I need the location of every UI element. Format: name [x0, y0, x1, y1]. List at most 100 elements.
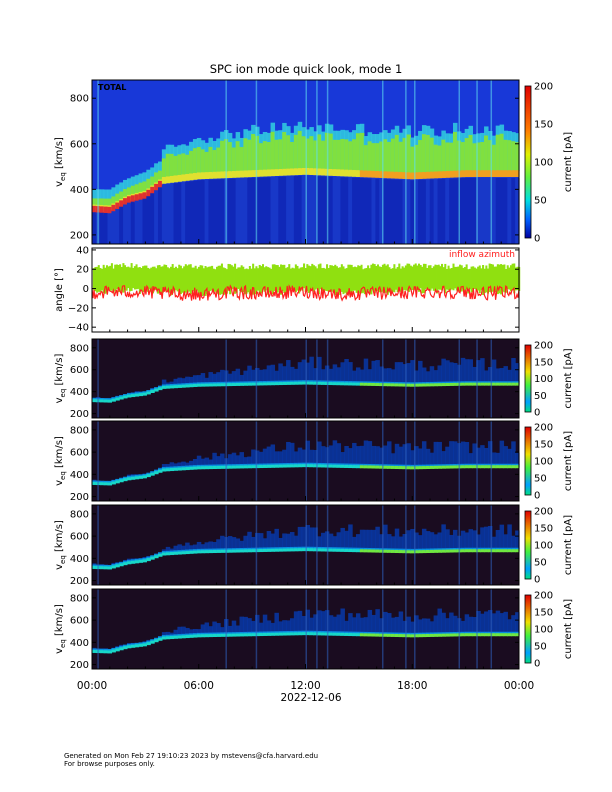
- heatmap-cell-upper: [92, 189, 97, 206]
- heatmap-cell-peak: [161, 468, 167, 472]
- heatmap-cell-peak: [305, 548, 310, 552]
- heatmap-streak: [255, 80, 258, 244]
- y-tick-label: −40: [68, 323, 89, 334]
- heatmap-cell-mid: [445, 142, 450, 172]
- heatmap-cell-upper: [484, 370, 489, 383]
- heatmap-cell-lower: [231, 178, 237, 244]
- heatmap-cell-upper: [192, 458, 198, 467]
- heatmap-cell-upper: [185, 627, 190, 635]
- heatmap-cell-upper: [165, 546, 171, 552]
- heatmap-cell-peak: [227, 633, 233, 637]
- angle-series-band: [253, 268, 256, 295]
- angle-series-band: [291, 267, 294, 291]
- heatmap-cell-peak: [511, 465, 516, 469]
- heatmap-cell-upper: [212, 452, 217, 466]
- heatmap-cell-peak: [328, 464, 334, 468]
- heatmap-cell-peak: [445, 383, 450, 387]
- heatmap-cell-upper: [348, 524, 353, 549]
- heatmap-cell-mid: [348, 141, 353, 171]
- heatmap-cell-peak: [340, 169, 345, 177]
- heatmap-cell-upper: [173, 378, 178, 385]
- heatmap-cell-upper: [437, 532, 442, 550]
- heatmap-cell-peak: [130, 476, 136, 480]
- angle-series-band: [211, 265, 214, 291]
- heatmap-cell-peak: [235, 465, 241, 469]
- angle-series-band: [480, 268, 483, 291]
- heatmap-cell-upper: [402, 364, 408, 384]
- heatmap-cell-peak: [126, 645, 132, 649]
- heatmap-cell-peak: [154, 555, 159, 559]
- y-tick-label: 600: [70, 448, 89, 459]
- angle-series-band: [120, 266, 123, 292]
- heatmap-cell-peak: [185, 384, 190, 388]
- heatmap-cell-upper: [266, 365, 272, 383]
- heatmap-cell-peak: [464, 170, 470, 178]
- colorbar-tick-label: 100: [534, 457, 553, 468]
- heatmap-cell-peak: [449, 633, 454, 637]
- heatmap-cell-peak: [293, 168, 299, 176]
- heatmap-cell-upper: [239, 616, 244, 634]
- heatmap-cell-peak: [297, 464, 303, 468]
- heatmap-cell-upper: [359, 369, 365, 383]
- heatmap-cell-upper: [390, 453, 396, 466]
- angle-series-band: [286, 267, 289, 292]
- y-tick-label: 200: [70, 409, 89, 420]
- heatmap-cell-peak: [340, 548, 345, 552]
- angle-series-band: [202, 268, 205, 296]
- heatmap-cell-upper: [297, 610, 303, 632]
- heatmap-cell-upper: [189, 629, 194, 635]
- heatmap-cell-peak: [123, 562, 128, 566]
- heatmap-cell-lower: [511, 177, 516, 244]
- heatmap-cell-peak: [437, 633, 442, 637]
- heatmap-cell-peak: [437, 383, 442, 387]
- angle-series-band: [94, 266, 97, 292]
- heatmap-cell-peak: [383, 549, 388, 553]
- heatmap-cell-peak: [348, 633, 353, 637]
- angle-series-band: [119, 264, 122, 292]
- colorbar-label: current [pA]: [563, 348, 574, 408]
- heatmap-cell-upper: [379, 618, 384, 634]
- heatmap-cell-peak: [429, 465, 435, 469]
- heatmap-cell-upper: [227, 373, 233, 383]
- heatmap-cell-upper: [255, 450, 260, 465]
- heatmap-cell-upper: [161, 632, 167, 637]
- heatmap-cell-peak: [503, 549, 508, 553]
- heatmap-cell-upper: [398, 446, 404, 466]
- heatmap-cell-peak: [332, 632, 338, 636]
- heatmap-cell-peak: [344, 548, 349, 552]
- y-tick-label: 800: [70, 343, 89, 354]
- colorbar: [524, 510, 532, 580]
- heatmap-cell-peak: [289, 464, 295, 468]
- heatmap-cell-peak: [192, 172, 198, 180]
- heatmap-cell-mid: [363, 145, 369, 172]
- angle-y-axis-label: angle [°]: [54, 268, 65, 312]
- heatmap-cell-peak: [503, 633, 508, 637]
- heatmap-cell-peak: [406, 383, 411, 387]
- heatmap-cell-peak: [398, 466, 404, 470]
- heatmap-cell-mid: [305, 138, 310, 169]
- angle-series-band: [460, 265, 463, 292]
- heatmap-cell-upper: [445, 360, 450, 383]
- heatmap-cell-peak-red: [130, 195, 136, 204]
- y-tick-label: 800: [70, 425, 89, 436]
- heatmap-cell-mid: [173, 155, 178, 177]
- angle-series-band: [483, 268, 486, 294]
- heatmap-cell-peak: [487, 633, 493, 637]
- angle-series-band: [334, 264, 337, 296]
- heatmap-cell-upper: [484, 526, 489, 549]
- angle-series-band: [181, 268, 184, 293]
- heatmap-cell-peak: [216, 465, 221, 469]
- angle-series-band: [475, 268, 478, 291]
- heatmap-cell-mid: [157, 170, 163, 181]
- heatmap-cell-peak: [185, 635, 190, 639]
- heatmap-cell-upper: [204, 542, 210, 550]
- heatmap-cell-upper: [321, 446, 326, 465]
- heatmap-cell-peak: [515, 382, 520, 386]
- heatmap-cell-peak: [390, 465, 396, 469]
- angle-series-band: [125, 267, 128, 291]
- heatmap-cell-peak: [344, 169, 349, 177]
- heatmap-cell-peak-red: [154, 183, 159, 193]
- heatmap-cell-upper: [177, 377, 182, 385]
- heatmap-streak: [382, 505, 384, 585]
- heatmap-cell-peak: [410, 383, 415, 387]
